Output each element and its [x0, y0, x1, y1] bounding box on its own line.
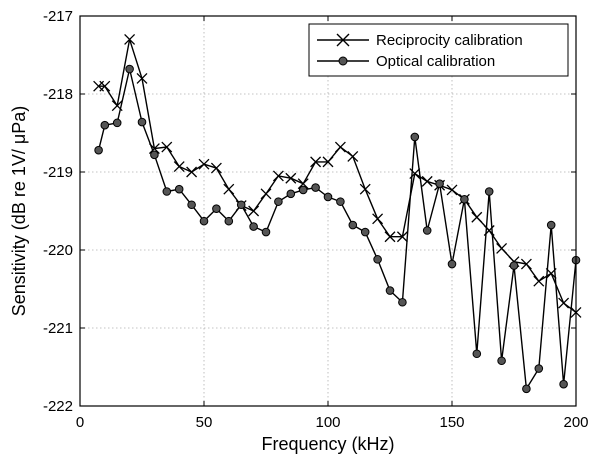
data-point-optical [447, 259, 457, 269]
data-point-optical [94, 145, 103, 155]
data-point-optical [410, 132, 420, 142]
data-point-optical [373, 255, 382, 264]
data-point-optical [261, 227, 271, 237]
y-axis-title: Sensitivity (dB re 1V/ μPa) [9, 106, 29, 316]
data-point-reciprocity [297, 178, 309, 190]
data-point-optical [422, 226, 432, 235]
data-point-reciprocity [372, 213, 384, 225]
legend-marker-x-icon [336, 33, 350, 47]
data-point-optical [249, 222, 258, 231]
axis-ticks: 0 50 100 150 200 -222 -221 -220 -219 -218 -217 [43, 8, 589, 431]
data-point-reciprocity [272, 170, 284, 182]
data-point-optical [385, 286, 395, 295]
y-tick-label: -218 [43, 86, 73, 103]
data-point-reciprocity [496, 242, 508, 254]
data-point-optical [348, 220, 358, 230]
data-point-reciprocity [136, 72, 148, 84]
legend-label-optical: Optical calibration [376, 53, 495, 70]
data-point-optical [559, 379, 568, 389]
data-point-reciprocity [347, 150, 359, 162]
data-point-optical [484, 187, 494, 196]
x-tick-label: 150 [439, 414, 464, 431]
data-point-optical [497, 356, 506, 366]
data-point-reciprocity [334, 141, 346, 153]
x-axis-title: Frequency (kHz) [261, 434, 394, 454]
series-line-optical [97, 68, 577, 390]
data-point-optical [286, 189, 296, 199]
data-point-reciprocity [223, 183, 235, 195]
data-point-reciprocity [285, 172, 297, 184]
data-point-optical [100, 120, 110, 130]
series-line-reciprocity [98, 38, 577, 313]
x-tick-label: 100 [315, 414, 340, 431]
data-point-reciprocity [471, 211, 483, 223]
data-point-reciprocity [173, 161, 185, 172]
data-point-optical [224, 216, 234, 226]
data-point-optical [534, 364, 544, 373]
data-point-optical [137, 117, 147, 127]
data-point-reciprocity [396, 231, 408, 243]
data-point-reciprocity [384, 231, 396, 243]
data-point-reciprocity [310, 156, 322, 168]
legend-label-reciprocity: Reciprocity calibration [376, 32, 523, 49]
data-point-reciprocity [99, 80, 111, 92]
legend-box [308, 23, 569, 77]
data-series [93, 33, 582, 394]
y-tick-label: -221 [43, 320, 73, 337]
data-point-optical [360, 227, 370, 237]
data-point-optical [460, 195, 469, 204]
data-point-reciprocity [533, 275, 545, 287]
y-tick-label: -220 [43, 242, 73, 259]
data-point-optical [311, 183, 320, 192]
data-point-reciprocity [446, 184, 458, 196]
x-tick-label: 50 [196, 414, 213, 431]
data-point-optical [274, 197, 283, 206]
data-point-optical [125, 64, 134, 74]
data-point-optical [336, 197, 345, 206]
data-point-optical [212, 204, 221, 213]
data-point-reciprocity [260, 188, 272, 200]
data-point-optical [546, 220, 556, 230]
data-point-reciprocity [421, 175, 433, 187]
data-point-reciprocity [359, 183, 371, 195]
data-point-optical [298, 185, 308, 195]
data-point-optical [522, 384, 531, 394]
y-tick-label: -222 [43, 398, 73, 415]
data-point-reciprocity [198, 158, 210, 170]
data-point-optical [112, 118, 122, 128]
data-point-optical [472, 349, 482, 359]
data-point-reciprocity [210, 162, 222, 174]
data-point-optical [509, 261, 519, 270]
data-point-reciprocity [520, 258, 532, 270]
data-point-reciprocity [248, 205, 260, 217]
data-point-reciprocity [161, 141, 173, 153]
data-point-optical [398, 297, 407, 307]
data-point-optical [187, 200, 196, 210]
data-point-optical [174, 184, 184, 194]
data-point-reciprocity [186, 166, 198, 178]
legend-marker-circle-icon [338, 56, 348, 66]
legend: Reciprocity calibration Optical calibrat… [308, 23, 569, 77]
data-point-optical [162, 187, 172, 196]
data-point-optical [435, 179, 444, 188]
data-point-reciprocity [124, 33, 136, 45]
x-tick-label: 200 [563, 414, 588, 431]
data-point-optical [199, 216, 209, 226]
data-point-optical [323, 192, 333, 202]
data-point-optical [150, 150, 159, 160]
x-tick-label: 0 [76, 414, 84, 431]
y-tick-label: -217 [43, 8, 73, 25]
y-tick-label: -219 [43, 164, 73, 181]
data-point-optical [236, 200, 246, 210]
data-point-reciprocity [558, 297, 570, 309]
data-point-reciprocity [322, 156, 334, 168]
